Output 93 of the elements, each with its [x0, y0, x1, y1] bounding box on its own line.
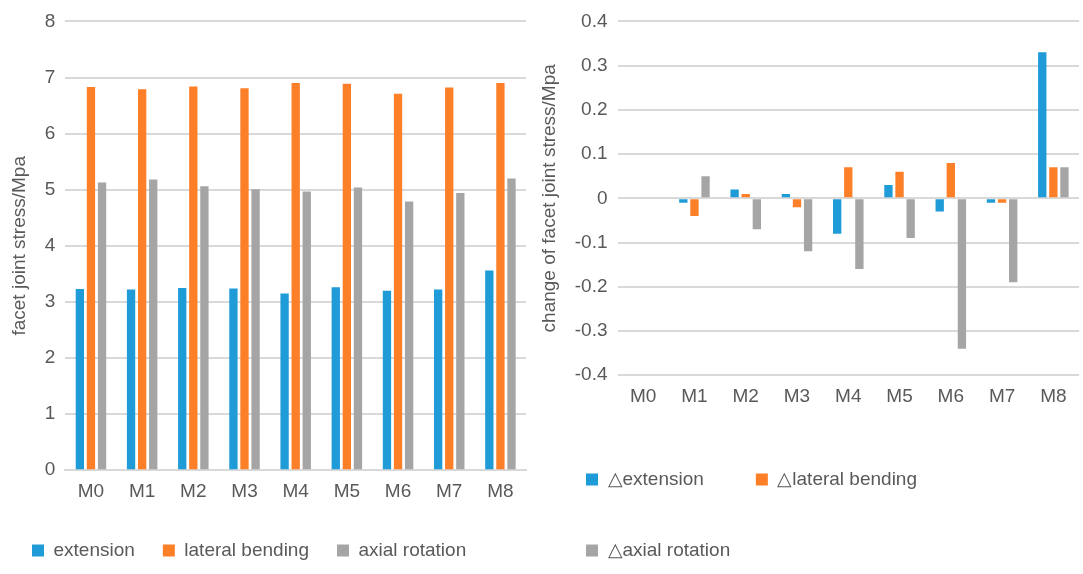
y-tick-label: 0 [44, 458, 56, 480]
x-tick-label: M0 [629, 384, 657, 406]
bar [97, 182, 107, 470]
y-tick-label: 0.1 [581, 142, 608, 164]
bar [200, 186, 209, 470]
y-tick-label: 3 [44, 290, 56, 312]
bar [507, 178, 516, 470]
x-tick-label: M8 [1040, 384, 1067, 406]
bar [844, 167, 853, 198]
bar [393, 93, 403, 470]
bar [445, 87, 454, 470]
legend-label: axial rotation [358, 538, 467, 560]
y-tick-label: 0 [596, 186, 608, 208]
bar [833, 199, 842, 234]
y-tick-label: 0.4 [581, 9, 608, 31]
y-tick-label: 2 [44, 346, 56, 368]
x-tick-label: M7 [988, 384, 1016, 406]
bar [957, 199, 967, 349]
legend-label: extension [53, 538, 135, 560]
x-tick-label: M1 [681, 384, 708, 406]
y-tick-label: 4 [44, 234, 56, 256]
x-tick-label: M0 [77, 479, 105, 501]
bar [189, 86, 198, 470]
bar [803, 199, 813, 252]
bar [433, 289, 443, 470]
bar [792, 199, 802, 208]
x-tick-label: M5 [886, 384, 913, 406]
y-tick-label: 1 [44, 402, 56, 424]
x-tick-label: M3 [783, 384, 811, 406]
y-axis-title: change of facet joint stress/Mpa [537, 63, 559, 333]
y-tick-label: 8 [44, 9, 56, 31]
bar [679, 199, 688, 203]
bar [752, 199, 761, 230]
y-tick-label: -0.2 [574, 274, 608, 296]
y-tick-label: -0.1 [574, 230, 608, 252]
x-tick-label: M8 [487, 479, 514, 501]
y-tick-label: 7 [44, 65, 56, 87]
bar [855, 199, 864, 270]
bar [86, 87, 96, 470]
y-tick-label: 0.3 [581, 53, 608, 75]
legend-label: △extension [607, 467, 704, 489]
bar [342, 83, 352, 470]
x-tick-label: M6 [937, 384, 965, 406]
bar [280, 293, 289, 470]
y-tick-label: 5 [44, 177, 56, 199]
bar [331, 287, 340, 470]
bar [1038, 52, 1047, 198]
bar [895, 171, 904, 198]
bar [1009, 199, 1018, 283]
y-axis-title: facet joint stress/Mpa [7, 155, 29, 336]
bar [997, 199, 1007, 203]
bar [149, 179, 158, 470]
bar [1060, 167, 1069, 198]
y-tick-label: 0.2 [581, 98, 608, 120]
bar [485, 270, 494, 470]
bar [229, 288, 238, 470]
y-tick-label: 6 [44, 121, 56, 143]
bar [240, 88, 249, 470]
x-tick-label: M3 [231, 479, 258, 501]
bar [137, 89, 147, 470]
x-tick-label: M6 [384, 479, 412, 501]
bar [906, 199, 915, 239]
legend-label: △lateral bending [777, 467, 917, 489]
bar [291, 83, 300, 470]
x-tick-label: M7 [436, 479, 463, 501]
bar [456, 193, 465, 470]
bar [986, 199, 996, 203]
bar [178, 287, 187, 470]
y-tick-label: -0.4 [574, 363, 608, 385]
bar [496, 83, 505, 470]
legend-label: △axial rotation [607, 538, 731, 560]
x-tick-label: M4 [835, 384, 862, 406]
bar [884, 185, 893, 198]
bar [946, 162, 955, 198]
bar [302, 191, 311, 470]
x-tick-label: M5 [333, 479, 361, 501]
y-tick-label: -0.3 [574, 319, 608, 341]
bar [730, 189, 739, 198]
bar [382, 290, 392, 470]
bar [935, 199, 944, 212]
x-tick-label: M1 [128, 479, 156, 501]
bar [126, 289, 136, 470]
x-tick-label: M4 [282, 479, 310, 501]
legend-label: lateral bending [184, 538, 309, 560]
x-tick-label: M2 [180, 479, 207, 501]
bar [701, 176, 710, 198]
bar [1049, 167, 1058, 198]
bar [353, 187, 363, 470]
bar [75, 289, 85, 470]
bar [690, 199, 699, 216]
x-tick-label: M2 [732, 384, 759, 406]
bar [404, 201, 414, 470]
bar [251, 189, 260, 470]
